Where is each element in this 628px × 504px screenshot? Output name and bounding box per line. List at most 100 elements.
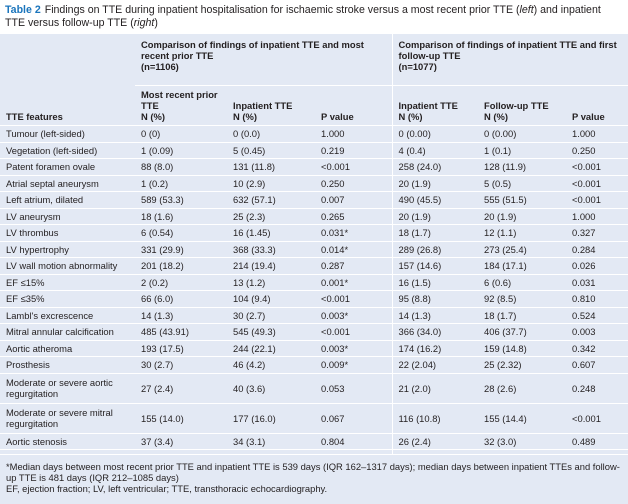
table-row: EF ≤35% 66 (6.0) 104 (9.4) <0.001 95 (8.8) 92… [0,290,628,308]
table-row: Tumour (left-sided) 0 (0) 0 (0.0) 1.000 0 (0… [0,125,628,143]
inpatient-tte-cell: 95 (8.8) [392,290,479,308]
prior-tte-cell: 37 (3.4) [135,433,227,450]
inpatient-tte-cell: 0 (0.0) [227,125,315,143]
prior-tte-cell: 30 (2.7) [135,356,227,374]
right-group-header: Comparison of findings of inpatient TTE … [392,34,628,86]
prior-tte-cell: 2 (0.2) [135,274,227,291]
feature-cell: LV hypertrophy [0,241,135,258]
inpatient-tte-cell: 46 (4.2) [227,356,315,374]
feature-cell: Lambl's excrescence [0,307,135,324]
inpatient-tte-cell: 289 (26.8) [392,241,479,258]
p-value-cell: 0.489 [566,433,628,450]
inpatient-tte-cell: 13 (1.2) [227,274,315,291]
feature-cell: Tumour (left-sided) [0,125,135,143]
inpatient-tte-cell: 366 (34.0) [392,323,479,341]
table-row: LV hypertrophy 331 (29.9) 368 (33.3) 0.014*… [0,241,628,258]
p-value-cell: 0.026 [566,257,628,275]
table-row: LV wall motion abnormality 201 (18.2) 214 … [0,257,628,275]
inpatient-tte-cell: 10 (2.9) [227,175,315,192]
right-group-n: (n=1077) [398,61,437,72]
inpatient-tte-cell: 131 (11.8) [227,158,315,176]
feature-cell: Aortic atheroma [0,340,135,357]
p-value-cell: <0.001 [566,175,628,192]
p-value-header-left: P value [315,85,393,126]
caption-left-word: left [519,4,534,16]
inpatient-tte-cell: 40 (3.6) [227,373,315,404]
prior-tte-cell: 27 (2.4) [135,373,227,404]
followup-tte-cell: 32 (3.0) [478,433,567,450]
prior-tte-cell: 6 (0.54) [135,224,227,242]
left-group-n: (n=1106) [141,61,179,72]
inpatient-tte-cell: 22 (2.04) [392,356,479,374]
p-value-cell: 0.342 [566,340,628,357]
p-value-cell: 0.248 [566,373,628,404]
p-value-cell: 1.000 [566,125,628,143]
p-value-cell: 0.265 [315,208,393,225]
table-row: Vegetation (left-sided) 1 (0.09) 5 (0.45) 0… [0,142,628,159]
p-value-cell: 1.000 [315,125,393,143]
prior-tte-cell: 0 (0) [135,125,227,143]
left-group-header: Comparison of findings of inpatient TTE … [135,34,393,86]
prior-tte-cell: 485 (43.91) [135,323,227,341]
inpatient-tte-cell: 30 (2.7) [227,307,315,324]
p-value-cell: <0.001 [566,191,628,209]
p-value-cell: 0.219 [315,142,393,159]
followup-tte-cell: 184 (17.1) [478,257,567,275]
p-value-cell: 0.250 [566,142,628,159]
inpatient-tte-cell: 177 (16.0) [227,403,315,434]
followup-tte-cell: 555 (51.5) [478,191,567,209]
caption-text-after: ) [154,17,158,29]
feature-cell: LV aneurysm [0,208,135,225]
caption-text-before: Findings on TTE during inpatient hospita… [44,4,520,16]
p-value-cell: <0.001 [315,323,393,341]
inpatient-tte-cell: 116 (10.8) [392,403,479,434]
followup-tte-cell: 20 (1.9) [478,208,567,225]
footnote-abbreviations: EF, ejection fraction; LV, left ventricu… [6,483,328,494]
p-value-cell: 0.031* [315,224,393,242]
p-value-cell: 0.007 [315,191,393,209]
followup-tte-cell: 5 (0.5) [478,175,567,192]
p-value-cell: 0.327 [566,224,628,242]
p-value-cell: 0.003 [566,323,628,341]
header-blank [0,34,135,86]
p-value-cell: 0.250 [315,175,393,192]
p-value-cell: 0.014* [315,241,393,258]
prior-tte-cell: 66 (6.0) [135,290,227,308]
feature-cell: LV wall motion abnormality [0,257,135,275]
inpatient-tte-cell: 4 (0.4) [392,142,479,159]
p-value-cell: <0.001 [315,290,393,308]
p-value-cell: 0.524 [566,307,628,324]
table-body: Tumour (left-sided) 0 (0) 0 (0.0) 1.000 0 (0… [0,125,628,467]
caption-right-word: right [133,17,155,29]
feature-cell: Moderate or severe aortic regurgitation [0,373,135,404]
p-value-cell: 0.001* [315,274,393,291]
followup-tte-cell: 406 (37.7) [478,323,567,341]
inpatient-tte-cell: 244 (22.1) [227,340,315,357]
table-row: LV thrombus 6 (0.54) 16 (1.45) 0.031* 18 (1.… [0,224,628,242]
inpatient-tte-cell: 20 (1.9) [392,175,479,192]
p-value-header-right: P value [566,85,628,126]
feature-cell: LV thrombus [0,224,135,242]
inpatient-tte-cell: 16 (1.5) [392,274,479,291]
prior-tte-cell: 14 (1.3) [135,307,227,324]
p-value-cell: 1.000 [566,208,628,225]
p-value-cell: 0.607 [566,356,628,374]
p-value-cell: 0.003* [315,340,393,357]
followup-tte-cell: 25 (2.32) [478,356,567,374]
feature-cell: Moderate or severe mitral regurgitation [0,403,135,434]
inpatient-tte-cell: 34 (3.1) [227,433,315,450]
prior-tte-cell: 1 (0.2) [135,175,227,192]
inpatient-tte-cell: 632 (57.1) [227,191,315,209]
prior-tte-cell: 18 (1.6) [135,208,227,225]
prior-tte-cell: 155 (14.0) [135,403,227,434]
table-row: LV aneurysm 18 (1.6) 25 (2.3) 0.265 20 (1.9)… [0,208,628,225]
inpatient-tte-cell: 18 (1.7) [392,224,479,242]
inpatient-tte-cell: 104 (9.4) [227,290,315,308]
prior-tte-cell: 331 (29.9) [135,241,227,258]
inpatient-tte-cell: 5 (0.45) [227,142,315,159]
feature-cell: Patent foramen ovale [0,158,135,176]
table-footnotes: *Median days between most recent prior T… [0,454,628,504]
inpatient-tte-cell: 0 (0.00) [392,125,479,143]
table-row: Patent foramen ovale 88 (8.0) 131 (11.8) <0… [0,158,628,176]
left-group-title: Comparison of findings of inpatient TTE … [141,39,364,61]
